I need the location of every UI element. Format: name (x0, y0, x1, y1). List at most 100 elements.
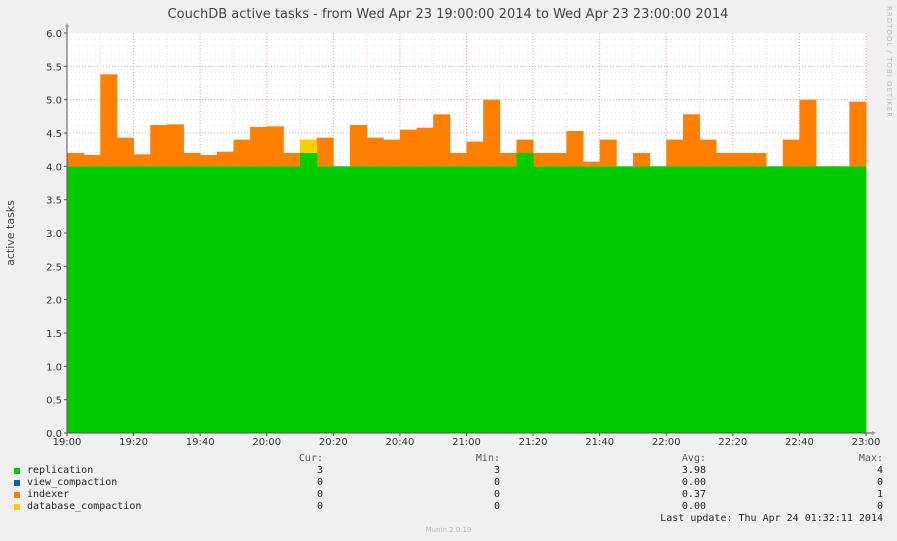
area-indexer-segment (433, 114, 451, 167)
area-replication-segment (300, 153, 318, 433)
area-replication-segment (682, 166, 700, 434)
area-replication-segment (316, 166, 334, 434)
area-replication-segment (433, 166, 451, 434)
area-replication-segment (233, 166, 251, 434)
legend-row-replication: replication 3 3 3.98 4 (14, 465, 886, 477)
area-replication-segment (616, 166, 634, 434)
legend-min: 0 (493, 489, 500, 500)
area-indexer-segment (499, 153, 517, 167)
legend-swatch-indexer (14, 492, 20, 498)
watermark: RRDTOOL / TOBI OETIKER (885, 6, 893, 118)
area-replication-segment (816, 166, 834, 434)
legend-cur: 3 (316, 465, 323, 476)
area-indexer-segment (250, 127, 268, 167)
legend-header: Cur: Min: Avg: Max: (14, 453, 886, 465)
x-tick-label: 19:40 (186, 437, 215, 448)
area-replication-segment (849, 166, 867, 434)
legend-row-database-compaction: database_compaction 0 0 0.00 0 (14, 501, 886, 513)
legend-max: 0 (876, 477, 883, 488)
area-indexer-segment (266, 126, 284, 167)
x-tick-label: 22:40 (785, 437, 814, 448)
x-tick-label: 20:20 (319, 437, 348, 448)
chart-title: CouchDB active tasks - from Wed Apr 23 1… (168, 7, 729, 22)
area-replication-segment (782, 166, 800, 434)
area-replication-segment (632, 166, 651, 434)
area-replication-segment (832, 166, 850, 434)
area-indexer-segment (183, 153, 201, 167)
area-indexer-segment (566, 131, 584, 167)
area-replication-segment (516, 153, 534, 433)
area-indexer-segment (449, 153, 467, 167)
area-indexer-segment (549, 153, 567, 167)
area-replication-segment (699, 166, 717, 434)
area-replication-segment (483, 166, 501, 434)
legend-avg: 3.98 (681, 465, 706, 476)
area-indexer-segment (216, 151, 234, 167)
area-replication-segment (766, 166, 784, 434)
y-tick-label: 6.0 (46, 29, 62, 40)
area-indexer-segment (116, 137, 134, 167)
area-replication-segment (366, 166, 384, 434)
legend-name: database_compaction (27, 501, 142, 512)
y-tick-label: 3.5 (46, 196, 62, 207)
legend-swatch-database-compaction (14, 504, 20, 510)
legend-header-min: Min: (475, 453, 500, 464)
legend-cur: 0 (316, 477, 323, 488)
legend-min: 3 (493, 465, 500, 476)
area-replication-segment (266, 166, 284, 434)
area-indexer-segment (316, 137, 334, 167)
area-indexer-segment (233, 139, 251, 167)
legend-cur: 0 (316, 489, 323, 500)
area-indexer-segment (83, 155, 101, 167)
y-tick-label: 0.5 (46, 396, 62, 407)
area-replication-segment (166, 166, 184, 434)
y-tick-label: 4.5 (46, 129, 62, 140)
area-indexer-segment (416, 127, 434, 167)
x-tick-label: 20:00 (252, 437, 281, 448)
area-replication-segment (383, 166, 401, 434)
y-tick-label: 1.0 (46, 362, 62, 373)
area-replication-segment (83, 166, 101, 434)
area-indexer-segment (67, 153, 85, 167)
area-replication-segment (100, 166, 118, 434)
legend-avg: 0.37 (681, 489, 706, 500)
area-replication-segment (150, 166, 168, 434)
y-tick-label: 5.0 (46, 96, 62, 107)
y-tick-label: 2.0 (46, 296, 62, 307)
legend-name: view_compaction (27, 477, 118, 488)
stacked-areas (67, 74, 867, 434)
area-replication-segment (716, 166, 734, 434)
area-indexer-segment (133, 154, 151, 167)
area-replication-segment (599, 166, 617, 434)
y-tick-label: 0.0 (46, 429, 62, 440)
legend-row-view-compaction: view_compaction 0 0 0.00 0 (14, 477, 886, 489)
area-replication-segment (549, 166, 567, 434)
area-replication-segment (133, 166, 151, 434)
x-tick-label: 19:00 (53, 437, 82, 448)
area-indexer-segment (732, 153, 750, 167)
legend: Cur: Min: Avg: Max: replication 3 3 3.98… (14, 453, 886, 513)
x-tick-label: 20:40 (386, 437, 415, 448)
legend-header-avg: Avg: (681, 453, 706, 464)
x-axis-arrow (872, 431, 876, 435)
x-tick-label: 23:00 (852, 437, 881, 448)
area-replication-segment (399, 166, 417, 434)
area-replication-segment (333, 166, 351, 434)
area-indexer-segment (166, 124, 184, 167)
legend-max: 1 (876, 489, 883, 500)
legend-swatch-replication (14, 468, 20, 474)
area-indexer-segment (283, 153, 301, 167)
area-indexer-segment (749, 153, 767, 167)
y-tick-label: 1.5 (46, 329, 62, 340)
legend-name: indexer (27, 489, 70, 500)
area-replication-segment (499, 166, 517, 434)
legend-row-indexer: indexer 0 0 0.37 1 (14, 489, 886, 501)
legend-min: 0 (493, 477, 500, 488)
last-update: Last update: Thu Apr 24 01:32:11 2014 (660, 513, 883, 524)
y-tick-label: 2.5 (46, 262, 62, 273)
area-replication-segment (466, 166, 484, 434)
area-indexer-segment (782, 139, 800, 167)
area-indexer-segment (682, 114, 700, 167)
area-replication-segment (566, 166, 584, 434)
